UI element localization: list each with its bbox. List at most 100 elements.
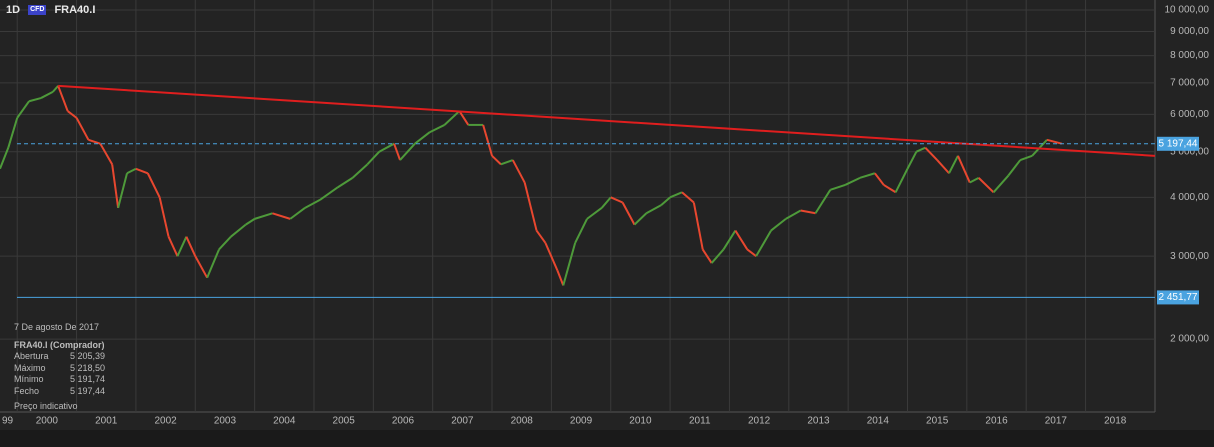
price-segment — [337, 177, 354, 189]
price-segment — [814, 189, 832, 214]
scrollbar[interactable] — [0, 430, 1214, 447]
price-segment — [75, 117, 90, 141]
info-row: Mínimo 5 191,74 — [14, 374, 126, 386]
x-tick-label: 2018 — [1104, 416, 1127, 427]
price-segment — [574, 218, 588, 244]
price-segment — [443, 110, 461, 126]
info-footer: Preço indicativo — [14, 401, 78, 411]
price-segment — [1019, 154, 1033, 161]
price-segment — [7, 117, 19, 148]
price-segment — [874, 172, 885, 186]
price-segment — [28, 97, 42, 103]
price-segment — [660, 196, 671, 206]
price-label: 5 197,44 — [1159, 138, 1198, 149]
info-value: 5 218,50 — [70, 362, 106, 373]
price-segment — [755, 230, 772, 257]
x-tick-label: 2016 — [985, 416, 1008, 427]
x-tick-label: 2013 — [807, 416, 830, 427]
x-tick-label: 2008 — [511, 416, 534, 427]
info-row: Fecho 5 197,44 — [14, 386, 126, 398]
price-segment — [924, 146, 938, 161]
price-segment — [859, 172, 876, 179]
price-segment — [254, 212, 273, 220]
price-segment — [52, 85, 59, 93]
price-segment — [883, 184, 897, 194]
price-segment — [586, 207, 603, 220]
price-segment — [633, 212, 648, 226]
info-value: 5 191,74 — [70, 374, 106, 384]
x-tick-label: 2012 — [748, 416, 771, 427]
price-segment — [978, 177, 995, 194]
y-tick-label: 3 000,00 — [1170, 251, 1209, 262]
x-tick-label: 2006 — [392, 416, 415, 427]
y-tick-label: 4 000,00 — [1170, 192, 1209, 203]
price-segment — [458, 110, 470, 126]
price-segment — [158, 197, 170, 237]
price-segment — [915, 146, 926, 153]
price-segment — [992, 174, 1010, 193]
price-segment — [88, 138, 101, 145]
trendline — [58, 84, 1156, 157]
x-tick-label: 2001 — [95, 416, 118, 427]
price-segment — [844, 176, 861, 186]
price-label-box — [1157, 136, 1199, 151]
price-segment — [906, 151, 918, 170]
info-row: Máximo 5 218,50 — [14, 363, 126, 375]
price-segment — [289, 207, 306, 220]
x-tick-label: 99 — [2, 416, 14, 427]
price-segment — [57, 85, 69, 112]
price-segment — [16, 100, 30, 119]
price-segment — [621, 202, 636, 226]
price-segment — [610, 196, 624, 204]
price-segment — [99, 143, 114, 165]
price-segment — [556, 269, 565, 286]
info-panel: 7 De agosto De 2017 FRA40.I (Comprador) … — [14, 322, 126, 413]
price-segment — [40, 90, 54, 99]
price-segment — [366, 151, 380, 166]
price-segment — [500, 159, 514, 166]
price-segment — [523, 182, 538, 231]
price-segment — [746, 248, 757, 257]
price-segment — [319, 186, 339, 201]
price-segment — [692, 202, 704, 250]
price-segment — [185, 236, 197, 257]
symbol[interactable]: FRA40.I — [54, 4, 96, 16]
price-segment — [272, 212, 291, 220]
y-tick-label: 10 000,00 — [1165, 5, 1210, 16]
info-heading: FRA40.I (Comprador) — [14, 339, 105, 350]
interval[interactable]: 1D — [6, 4, 21, 16]
x-tick-label: 2002 — [154, 416, 177, 427]
info-label: Fecho — [14, 385, 40, 396]
price-segment — [1007, 159, 1022, 177]
x-tick-label: 2003 — [214, 416, 237, 427]
price-label-box — [1157, 290, 1199, 305]
price-segment — [135, 167, 149, 175]
info-row: Abertura 5 205,39 — [14, 351, 126, 363]
price-label: 2 451,77 — [1159, 292, 1198, 303]
price-segment — [194, 255, 209, 279]
price-segment — [482, 124, 493, 157]
price-segment — [701, 248, 713, 264]
price-segment — [111, 164, 120, 208]
info-label: Mínimo — [14, 374, 44, 384]
badge: CFD — [28, 5, 47, 15]
price-segment — [230, 223, 247, 238]
info-date: 7 De agosto De 2017 — [14, 322, 100, 332]
toolbar: 1D CFD FRA40.I — [6, 4, 95, 16]
x-tick-label: 2007 — [451, 416, 474, 427]
y-tick-label: 6 000,00 — [1170, 109, 1209, 120]
info-label: Máximo — [14, 362, 46, 373]
price-segment — [218, 235, 232, 251]
price-segment — [393, 143, 401, 161]
x-tick-label: 2014 — [867, 416, 890, 427]
info-value: 5 205,39 — [70, 351, 106, 361]
price-segment — [351, 163, 369, 179]
price-segment — [936, 159, 950, 174]
price-segment — [722, 230, 737, 250]
x-tick-label: 2015 — [926, 416, 949, 427]
price-segment — [0, 147, 10, 170]
info-label: Abertura — [14, 351, 49, 361]
price-segment — [562, 242, 577, 286]
